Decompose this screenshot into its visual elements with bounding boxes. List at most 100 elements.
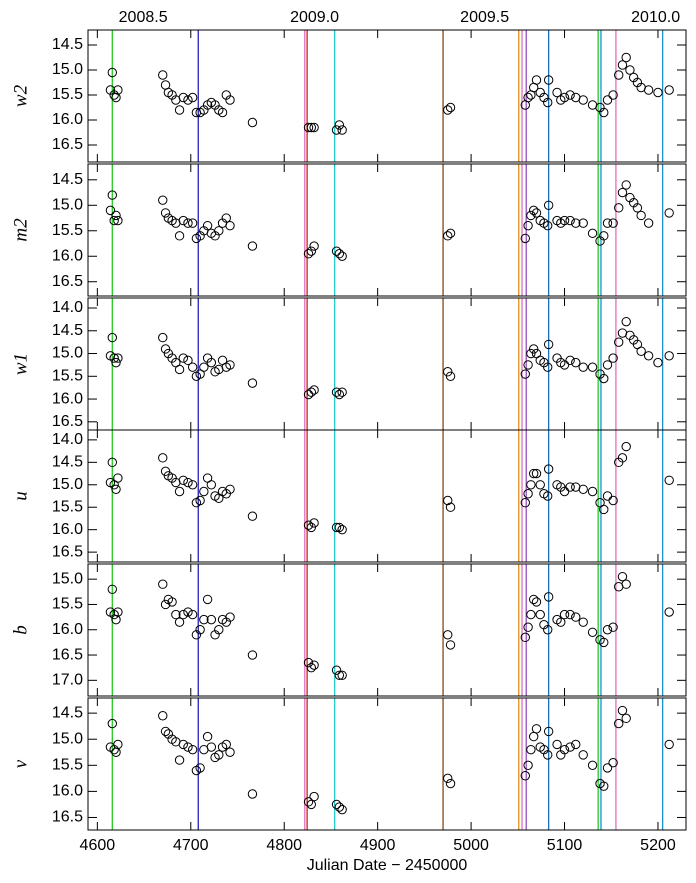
data-point [528,594,539,605]
data-point [543,200,554,210]
data-point [160,208,171,218]
data-point [664,85,674,95]
data-point [113,215,123,226]
data-point [158,332,168,343]
data-point [306,387,317,397]
data-point [171,609,181,620]
data-point [643,351,654,361]
data-point [599,637,609,648]
y-tick-label: 14.5 [52,171,83,188]
data-point [111,484,121,494]
data-point [445,640,456,650]
data-point [247,511,258,521]
panel-frame [87,429,687,563]
data-point [636,346,646,356]
data-point [599,373,609,384]
data-point [113,353,123,363]
data-point [105,205,116,216]
y-tick-label: 16.0 [52,521,83,538]
data-point [578,484,588,494]
data-point [608,353,618,363]
data-point [526,480,536,490]
y-tick-label: 16.0 [52,621,83,638]
data-point [617,571,628,582]
data-point [664,475,674,485]
data-point [578,95,588,105]
data-point [587,760,598,771]
data-point [174,617,185,627]
data-point [158,579,168,589]
data-point [309,241,319,251]
data-point [206,614,217,625]
data-point [247,650,258,660]
data-point [107,718,117,729]
data-point [636,210,646,221]
data-point [543,339,554,350]
data-point [528,731,539,742]
top-tick-label: 2010.0 [631,9,680,26]
data-point [306,522,317,533]
data-point [225,95,235,105]
data-point [565,215,575,226]
y-tick-label: 15.5 [52,222,83,239]
data-point [653,87,663,98]
data-point [111,357,121,368]
data-point [160,599,171,610]
data-point [306,122,317,133]
data-point [565,609,575,620]
data-point [552,87,562,98]
data-point [303,797,314,807]
data-point [303,520,314,530]
y-tick-label: 15.5 [52,86,83,103]
data-point [331,522,342,533]
data-point [337,670,347,680]
data-point [158,711,168,721]
data-point [334,389,345,400]
y-tick-label: 14.0 [52,431,83,448]
x-tick-label: 5100 [547,837,583,854]
data-point [602,763,613,773]
data-point [526,348,536,359]
y-tick-label: 15.0 [52,345,83,362]
data-point [225,484,235,494]
y-axis-label: w1 [10,353,31,375]
data-point [247,789,258,799]
data-point [107,584,117,594]
data-point [206,742,217,752]
data-point [571,612,581,622]
y-tick-label: 14.5 [52,36,83,53]
data-point [195,763,205,773]
data-point [599,107,609,118]
data-point [531,468,542,479]
data-point [543,592,554,602]
y-axis-label: u [10,491,31,501]
data-point [445,102,456,113]
y-tick-label: 16.5 [52,413,83,430]
y-tick-label: 16.0 [52,783,83,800]
data-point [206,480,217,490]
data-point [621,713,631,724]
data-point [523,760,533,771]
data-point [523,92,533,103]
data-point [187,480,198,490]
y-tick-label: 16.0 [52,111,83,128]
data-point [187,744,198,755]
data-point [625,65,635,75]
data-point [543,726,554,737]
data-point [337,125,347,135]
data-point [599,781,609,791]
data-point [565,90,575,100]
data-point [556,617,566,627]
x-tick-label: 4900 [360,837,396,854]
panel-frame [87,697,687,831]
data-point [107,332,117,343]
y-axis-label: v [10,759,31,768]
data-point [167,597,177,607]
y-tick-label: 16.5 [52,543,83,560]
data-point [531,597,542,607]
data-point [526,210,536,221]
y-tick-label: 14.5 [52,322,83,339]
data-point [217,107,228,118]
data-point [337,804,347,815]
data-point [599,504,609,515]
